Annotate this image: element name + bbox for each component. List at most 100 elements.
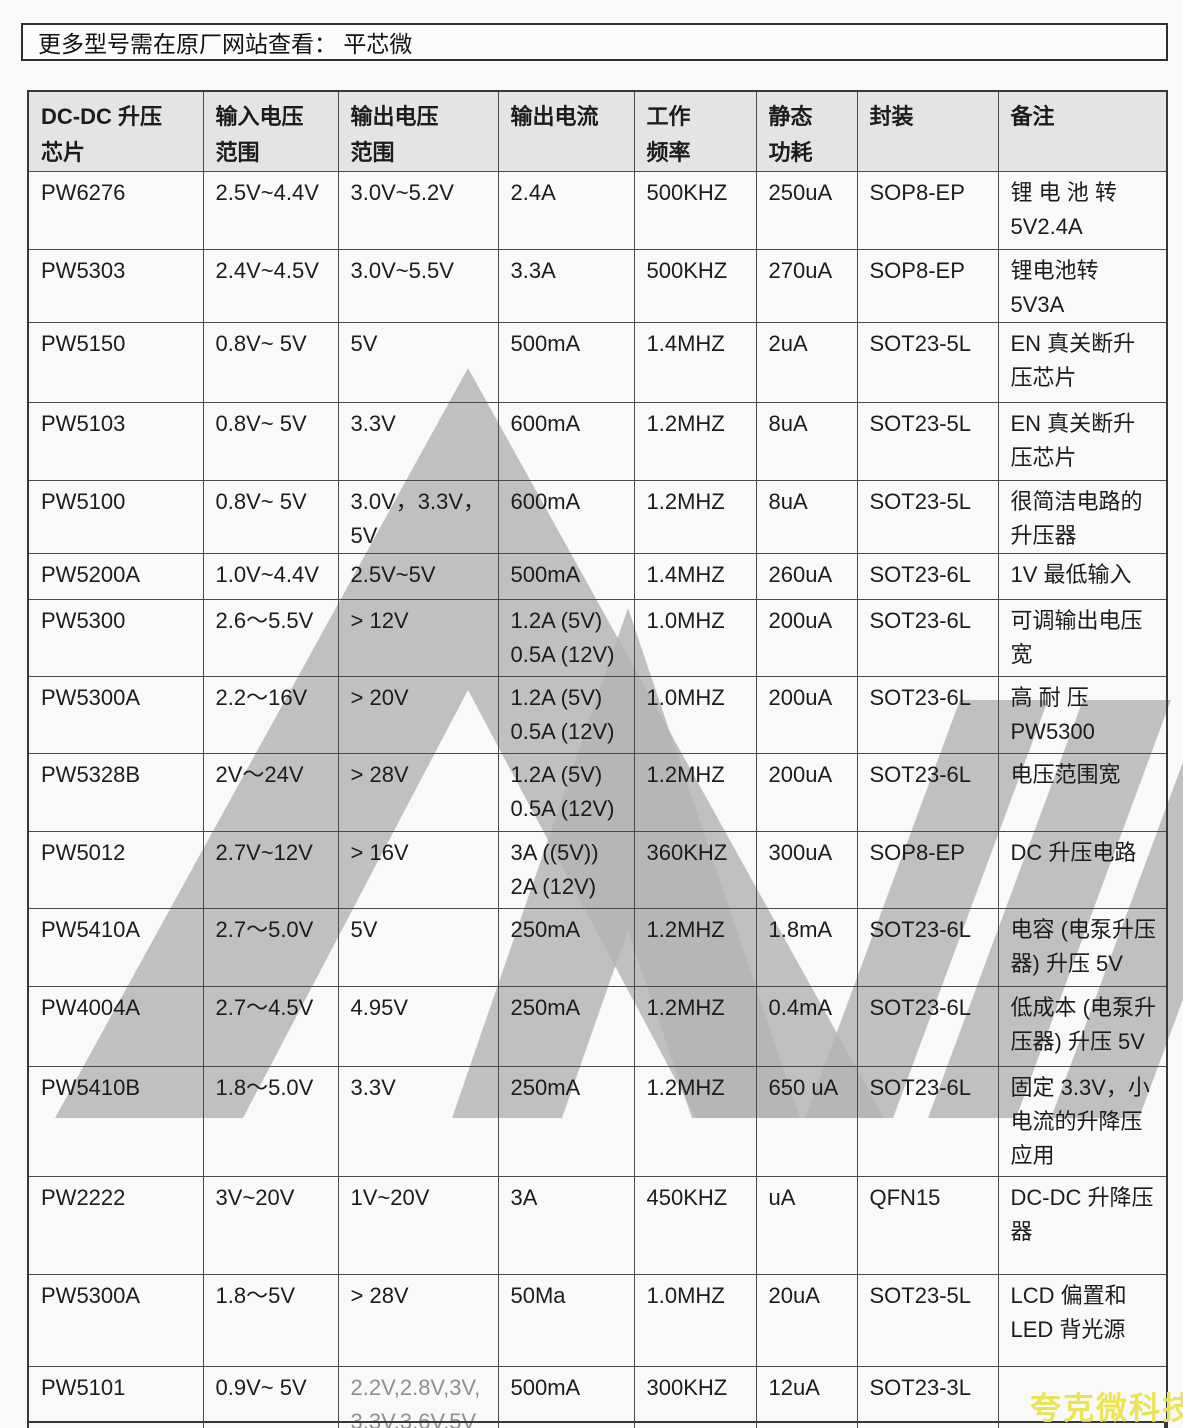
vout-cell: 3.0V~5.5V: [337, 249, 499, 323]
vin-cell: 2V～24V: [202, 753, 339, 832]
notice-text: 更多型号需在原厂网站查看： 平芯微: [38, 31, 413, 57]
chip-cell: PW5100: [27, 480, 204, 554]
vout-cell: > 16V: [337, 831, 499, 909]
spec-table: DC-DC 升压 芯片 输入电压 范围 输出电压 范围 输出电流 工作 频率 静态 功耗封…: [27, 90, 1168, 1428]
freq-cell: 1.2MHZ: [633, 908, 757, 987]
package-cell: SOT23-5L: [856, 402, 999, 481]
note-cell: 电容 (电泵升压 器) 升压 5V: [997, 908, 1168, 987]
iq-cell: 200uA: [755, 599, 858, 677]
chip-cell: PW5410A: [27, 908, 204, 987]
chip-cell: PW5150: [27, 322, 204, 403]
iq-cell: 260uA: [755, 553, 858, 600]
iout-cell: 250mA: [497, 986, 635, 1067]
freq-cell: 1.4MHZ: [633, 553, 757, 600]
iout-cell: 1.2A (5V) 0.5A (12V): [497, 676, 635, 754]
package-cell: SOT23-6L: [856, 986, 999, 1067]
package-cell: SOP8-EP: [856, 831, 999, 909]
freq-cell: 1.2MHZ: [633, 1066, 757, 1177]
chip-cell: PW5200A: [27, 553, 204, 600]
freq-cell: 1.4MHZ: [633, 322, 757, 403]
vin-cell: 2.6～5.5V: [202, 599, 339, 677]
table-row: PW2222 3V~20V 1V~20V 3A 450KHZ uA QFN15 DC-DC 升…: [27, 1176, 1168, 1275]
note-cell: LCD 偏置和 LED 背光源: [997, 1274, 1168, 1367]
chip-cell: PW5300: [27, 599, 204, 677]
iq-cell: 200uA: [755, 676, 858, 754]
table-row: PW5303 2.4V~4.5V 3.0V~5.5V 3.3A 500KHZ 270uA S…: [27, 249, 1168, 323]
column-header-3: 输出电流: [497, 90, 635, 172]
vin-cell: 2.2～16V: [202, 676, 339, 754]
table-row: PW5101 0.9V~ 5V 2.2V,2.8V,3V, 3.3V,3.6V,5V…: [27, 1366, 1168, 1428]
iq-cell: uA: [755, 1176, 858, 1275]
iq-cell: 650 uA: [755, 1066, 858, 1177]
freq-cell: 500KHZ: [633, 249, 757, 323]
iout-cell: 500mA: [497, 553, 635, 600]
note-cell: [997, 1366, 1168, 1428]
header-row: DC-DC 升压 芯片 输入电压 范围 输出电压 范围 输出电流 工作 频率 静态 功耗封…: [27, 90, 1168, 172]
brand-watermark: 夸克微科技: [1030, 1391, 1183, 1426]
package-cell: SOT23-5L: [856, 1274, 999, 1367]
iq-cell: 12uA: [755, 1366, 858, 1428]
column-header-7: 备注: [997, 90, 1168, 172]
table-row: PW5410B 1.8～5.0V 3.3V 250mA 1.2MHZ 650 uA SOT2…: [27, 1066, 1168, 1177]
iq-cell: 1.8mA: [755, 908, 858, 987]
iq-cell: 20uA: [755, 1274, 858, 1367]
table-row: PW5300A 2.2～16V > 20V 1.2A (5V) 0.5A (12V) 1…: [27, 676, 1168, 754]
freq-cell: 1.2MHZ: [633, 753, 757, 832]
vin-cell: 2.7～4.5V: [202, 986, 339, 1067]
table-row: PW5328B 2V～24V > 28V 1.2A (5V) 0.5A (12V) 1.…: [27, 753, 1168, 832]
package-cell: SOT23-6L: [856, 553, 999, 600]
iq-cell: 200uA: [755, 753, 858, 832]
iout-cell: 3A: [497, 1176, 635, 1275]
note-cell: 很简洁电路的 升压器: [997, 480, 1168, 554]
chip-cell: PW5300A: [27, 676, 204, 754]
note-cell: 固定 3.3V，小 电流的升降压 应用: [997, 1066, 1168, 1177]
vin-cell: 3V~20V: [202, 1176, 339, 1275]
table-row: PW5103 0.8V~ 5V 3.3V 600mA 1.2MHZ 8uA SOT23-5L…: [27, 402, 1168, 481]
table-row: PW6276 2.5V~4.4V 3.0V~5.2V 2.4A 500KHZ 250uA S…: [27, 171, 1168, 250]
spec-table-head: DC-DC 升压 芯片 输入电压 范围 输出电压 范围 输出电流 工作 频率 静态 功耗封…: [27, 90, 1168, 172]
freq-cell: 1.0MHZ: [633, 676, 757, 754]
column-header-5: 静态 功耗: [755, 90, 858, 172]
freq-cell: 450KHZ: [633, 1176, 757, 1275]
table-row: PW4004A 2.7～4.5V 4.95V 250mA 1.2MHZ 0.4mA SOT2…: [27, 986, 1168, 1067]
vout-cell: 4.95V: [337, 986, 499, 1067]
vout-cell: 3.0V，3.3V， 5V: [337, 480, 499, 554]
chip-cell: PW5410B: [27, 1066, 204, 1177]
vout-cell: 3.3V: [337, 402, 499, 481]
iq-cell: 8uA: [755, 480, 858, 554]
package-cell: SOP8-EP: [856, 249, 999, 323]
chip-cell: PW5328B: [27, 753, 204, 832]
freq-cell: 300KHZ: [633, 1366, 757, 1428]
vout-cell: 2.5V~5V: [337, 553, 499, 600]
column-header-0: DC-DC 升压 芯片: [27, 90, 204, 172]
note-cell: EN 真关断升 压芯片: [997, 402, 1168, 481]
vout-cell: > 20V: [337, 676, 499, 754]
column-header-6: 封装: [856, 90, 999, 172]
chip-cell: PW5103: [27, 402, 204, 481]
note-cell: 1V 最低输入: [997, 553, 1168, 600]
note-cell: 电压范围宽: [997, 753, 1168, 832]
vout-cell: 2.2V,2.8V,3V, 3.3V,3.6V,5V: [337, 1366, 499, 1428]
column-header-2: 输出电压 范围: [337, 90, 499, 172]
iout-cell: 2.4A: [497, 171, 635, 250]
iq-cell: 0.4mA: [755, 986, 858, 1067]
table-row: PW5100 0.8V~ 5V 3.0V，3.3V， 5V 600mA 1.2MHZ 8u…: [27, 480, 1168, 554]
iq-cell: 2uA: [755, 322, 858, 403]
vin-cell: 1.8～5.0V: [202, 1066, 339, 1177]
freq-cell: 500KHZ: [633, 171, 757, 250]
chip-cell: PW5012: [27, 831, 204, 909]
package-cell: SOT23-5L: [856, 322, 999, 403]
table-row: PW5200A 1.0V~4.4V 2.5V~5V 500mA 1.4MHZ 260uA S…: [27, 553, 1168, 600]
iout-cell: 3.3A: [497, 249, 635, 323]
table-row: PW5300 2.6～5.5V > 12V 1.2A (5V) 0.5A (12V) 1…: [27, 599, 1168, 677]
iout-cell: 600mA: [497, 480, 635, 554]
vin-cell: 2.4V~4.5V: [202, 249, 339, 323]
package-cell: SOT23-6L: [856, 1066, 999, 1177]
iq-cell: 8uA: [755, 402, 858, 481]
spec-table-body: PW6276 2.5V~4.4V 3.0V~5.2V 2.4A 500KHZ 250uA S…: [27, 171, 1168, 1428]
iout-cell: 250mA: [497, 908, 635, 987]
package-cell: SOT23-3L: [856, 1366, 999, 1428]
iout-cell: 50Ma: [497, 1274, 635, 1367]
iq-cell: 300uA: [755, 831, 858, 909]
vout-cell: > 12V: [337, 599, 499, 677]
